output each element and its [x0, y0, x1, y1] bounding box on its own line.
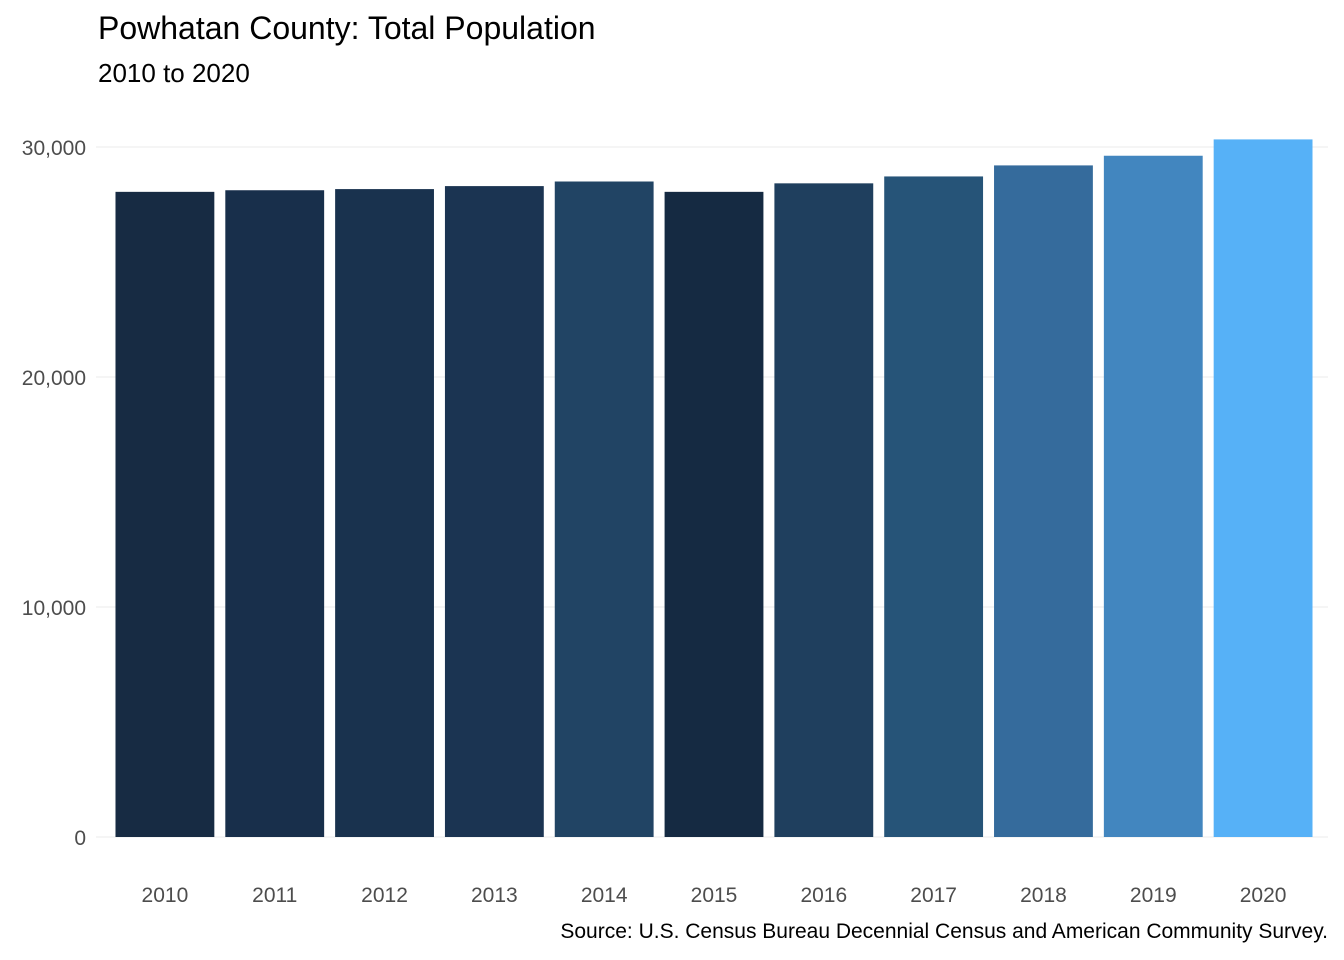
- x-axis-tick-labels: 2010 2011 2012 2013 2014 2015 2016 2017 2018 2019…: [142, 884, 1287, 907]
- bar-2017: [884, 176, 984, 837]
- bar-2016: [774, 183, 874, 838]
- x-tick-label: 2018: [1020, 884, 1067, 907]
- bar-2013: [444, 186, 544, 838]
- x-tick-label: 2011: [252, 884, 297, 907]
- bar-2012: [335, 189, 434, 838]
- x-tick-label: 2014: [581, 884, 628, 907]
- x-tick-label: 2017: [910, 884, 957, 907]
- x-tick-label: 2019: [1130, 884, 1177, 907]
- y-tick-label: 0: [74, 827, 86, 850]
- chart-subtitle: 2010 to 2020: [98, 58, 250, 88]
- y-axis-tick-labels: 0 10,000 20,000 30,000: [22, 137, 86, 850]
- x-tick-label: 2020: [1240, 884, 1287, 907]
- bar-2010: [115, 191, 215, 838]
- bar-2018: [994, 165, 1093, 837]
- x-tick-label: 2012: [361, 884, 408, 907]
- bar-2020: [1213, 139, 1313, 837]
- y-tick-label: 30,000: [22, 137, 86, 160]
- bar-2015: [664, 191, 764, 838]
- y-tick-label: 10,000: [22, 597, 86, 620]
- bar-2019: [1103, 155, 1203, 838]
- x-tick-label: 2015: [691, 884, 738, 907]
- chart-caption: Source: U.S. Census Bureau Decennial Cen…: [560, 920, 1328, 943]
- bars: [115, 139, 1313, 838]
- chart-title: Powhatan County: Total Population: [98, 10, 596, 46]
- x-tick-label: 2013: [471, 884, 518, 907]
- x-tick-label: 2010: [142, 884, 189, 907]
- y-tick-label: 20,000: [22, 367, 86, 390]
- bar-2011: [225, 190, 325, 838]
- x-tick-label: 2016: [800, 884, 847, 907]
- bar-2014: [554, 181, 654, 837]
